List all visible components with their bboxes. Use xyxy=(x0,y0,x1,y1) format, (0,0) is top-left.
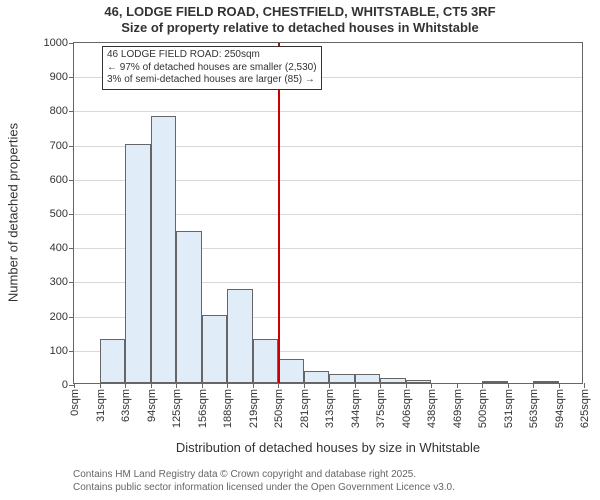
histogram-bar xyxy=(176,231,202,383)
xtick-mark xyxy=(253,383,254,388)
xtick-mark xyxy=(406,383,407,388)
histogram-bar xyxy=(100,339,126,383)
chart-title-line2: Size of property relative to detached ho… xyxy=(0,20,600,36)
xtick-label: 188sqm xyxy=(220,389,234,428)
xtick-label: 531sqm xyxy=(501,389,515,428)
ytick-label: 800 xyxy=(50,105,74,117)
xtick-label: 313sqm xyxy=(322,389,336,428)
xtick-mark xyxy=(74,383,75,388)
xtick-label: 156sqm xyxy=(195,389,209,428)
xtick-label: 219sqm xyxy=(246,389,260,428)
x-axis-label: Distribution of detached houses by size … xyxy=(73,440,583,455)
ytick-label: 200 xyxy=(50,311,74,323)
xtick-label: 594sqm xyxy=(552,389,566,428)
xtick-label: 469sqm xyxy=(450,389,464,428)
xtick-mark xyxy=(457,383,458,388)
xtick-label: 344sqm xyxy=(348,389,362,428)
histogram-bar xyxy=(227,289,253,383)
xtick-label: 31sqm xyxy=(93,389,107,422)
xtick-mark xyxy=(151,383,152,388)
xtick-mark xyxy=(202,383,203,388)
xtick-label: 94sqm xyxy=(144,389,158,422)
xtick-mark xyxy=(355,383,356,388)
xtick-mark xyxy=(482,383,483,388)
gridline xyxy=(74,111,582,112)
y-axis-label: Number of detached properties xyxy=(6,113,21,313)
annotation-line: ← 97% of detached houses are smaller (2,… xyxy=(107,62,317,75)
histogram-bar xyxy=(278,359,304,383)
xtick-mark xyxy=(100,383,101,388)
annotation-line: 3% of semi-detached houses are larger (8… xyxy=(107,74,317,87)
xtick-label: 500sqm xyxy=(475,389,489,428)
footer-attribution: Contains HM Land Registry data © Crown c… xyxy=(73,468,455,494)
xtick-label: 63sqm xyxy=(118,389,132,422)
ytick-label: 600 xyxy=(50,174,74,186)
plot-area: 010020030040050060070080090010000sqm31sq… xyxy=(73,42,583,384)
xtick-label: 406sqm xyxy=(399,389,413,428)
xtick-mark xyxy=(533,383,534,388)
histogram-bar xyxy=(253,339,279,383)
histogram-bar xyxy=(151,116,177,383)
histogram-bar xyxy=(380,378,406,383)
xtick-label: 625sqm xyxy=(577,389,591,428)
ytick-label: 500 xyxy=(50,208,74,220)
ytick-label: 1000 xyxy=(44,37,74,49)
xtick-label: 125sqm xyxy=(169,389,183,428)
xtick-mark xyxy=(176,383,177,388)
histogram-bar xyxy=(329,374,355,383)
xtick-mark xyxy=(227,383,228,388)
footer-line1: Contains HM Land Registry data © Crown c… xyxy=(73,468,455,481)
annotation-line: 46 LODGE FIELD ROAD: 250sqm xyxy=(107,49,317,62)
ytick-label: 300 xyxy=(50,276,74,288)
histogram-bar xyxy=(482,381,508,383)
xtick-label: 0sqm xyxy=(67,389,81,416)
xtick-mark xyxy=(431,383,432,388)
xtick-mark xyxy=(329,383,330,388)
xtick-label: 281sqm xyxy=(297,389,311,428)
xtick-mark xyxy=(304,383,305,388)
xtick-mark xyxy=(508,383,509,388)
xtick-mark xyxy=(125,383,126,388)
annotation-box: 46 LODGE FIELD ROAD: 250sqm← 97% of deta… xyxy=(102,46,322,90)
histogram-bar xyxy=(533,381,559,383)
ytick-label: 100 xyxy=(50,345,74,357)
xtick-label: 375sqm xyxy=(373,389,387,428)
xtick-mark xyxy=(584,383,585,388)
reference-line xyxy=(278,43,280,383)
footer-line2: Contains public sector information licen… xyxy=(73,481,455,494)
xtick-label: 563sqm xyxy=(526,389,540,428)
ytick-label: 400 xyxy=(50,242,74,254)
xtick-mark xyxy=(559,383,560,388)
xtick-mark xyxy=(380,383,381,388)
ytick-label: 900 xyxy=(50,71,74,83)
xtick-label: 250sqm xyxy=(271,389,285,428)
xtick-mark xyxy=(278,383,279,388)
histogram-bar xyxy=(355,374,381,383)
chart-title-line1: 46, LODGE FIELD ROAD, CHESTFIELD, WHITST… xyxy=(0,0,600,20)
histogram-bar xyxy=(125,144,151,383)
ytick-label: 700 xyxy=(50,140,74,152)
xtick-label: 438sqm xyxy=(424,389,438,428)
histogram-bar xyxy=(202,315,228,383)
histogram-bar xyxy=(406,380,432,383)
histogram-bar xyxy=(304,371,330,383)
